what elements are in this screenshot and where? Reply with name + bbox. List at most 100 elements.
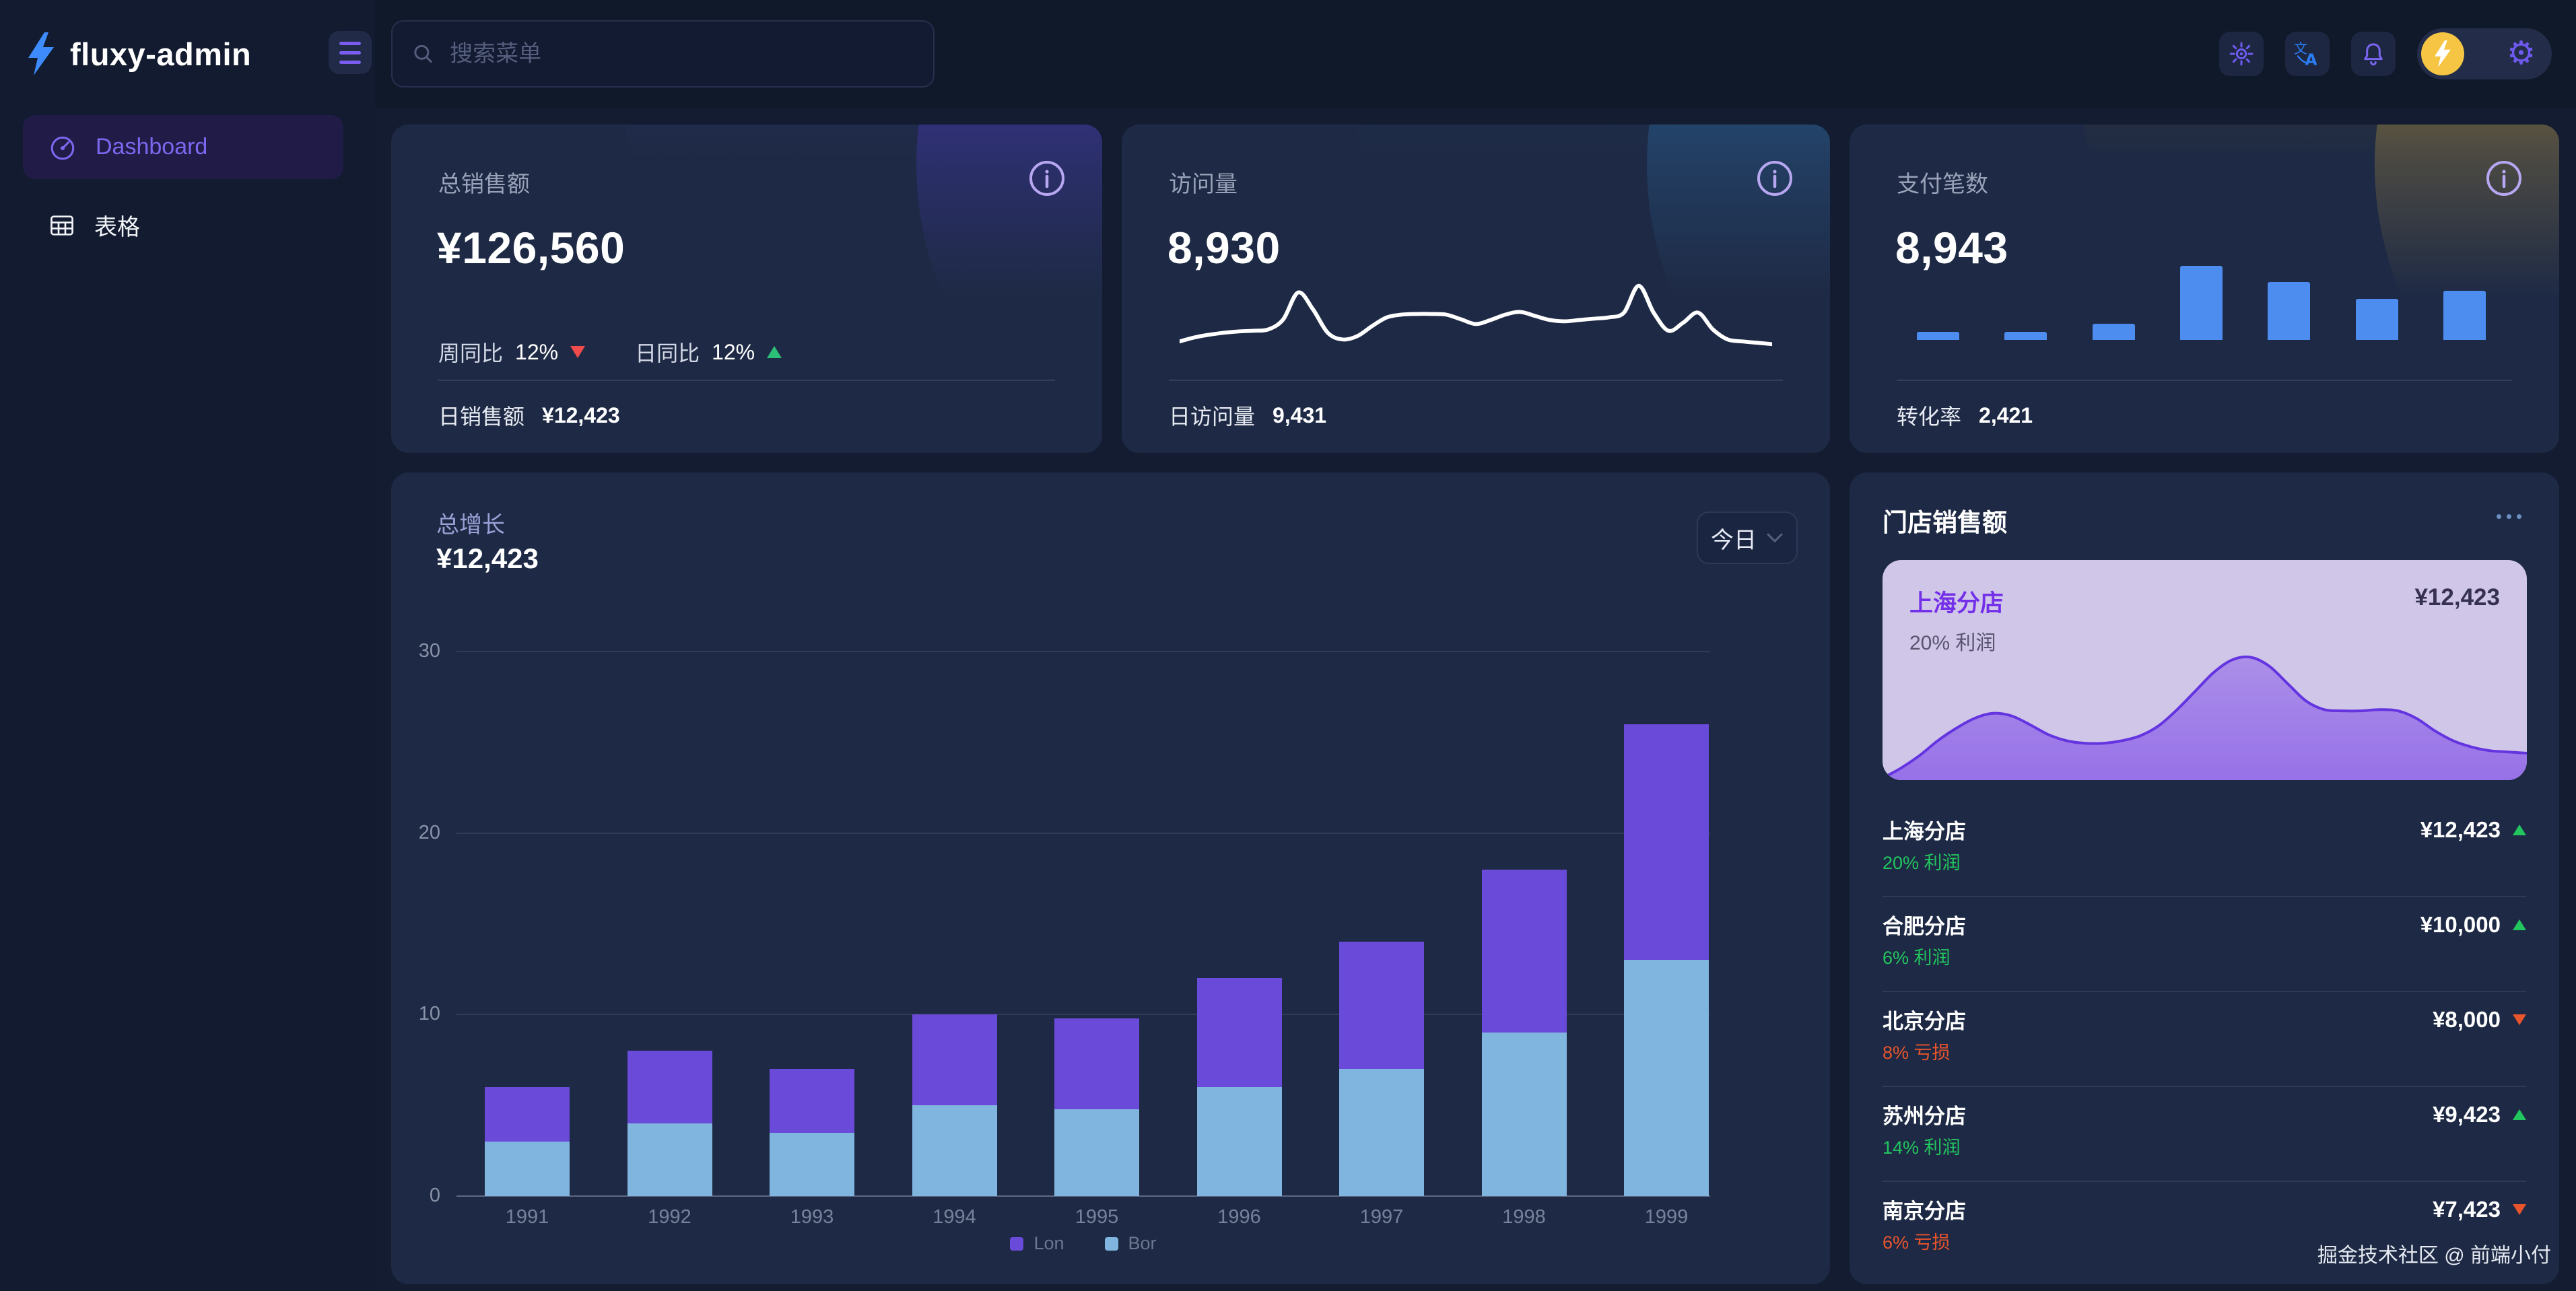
store-row-2[interactable]: 合肥分店 6% 利润 ¥10,000: [1883, 897, 2526, 992]
store-row-4[interactable]: 苏州分店 14% 利润 ¥9,423: [1883, 1087, 2526, 1182]
bar-1999-bor-segment: [1624, 960, 1709, 1196]
search-box[interactable]: [391, 20, 935, 88]
bar-1994-bor-segment: [912, 1105, 997, 1196]
store-row-1[interactable]: 上海分店 20% 利润 ¥12,423: [1883, 802, 2526, 897]
mini-bar-1: [1917, 332, 1959, 340]
bar-1995-lon-segment: [1054, 1018, 1139, 1109]
footer-value: 2,421: [1979, 403, 2033, 427]
store-name: 南京分店: [1883, 1199, 1966, 1223]
mini-bar-5: [2268, 282, 2311, 340]
language-switch-button[interactable]: 文 A: [2285, 32, 2330, 76]
legend-item-lon[interactable]: Lon: [1010, 1233, 1064, 1254]
info-icon[interactable]: [1756, 160, 1794, 199]
gridline-30: [456, 651, 1710, 652]
stat-card-visits: 访问量 8,930 日访问量 9,431: [1122, 125, 1830, 453]
mini-bar-7: [2443, 291, 2486, 340]
bar-1996-lon-segment: [1196, 978, 1282, 1088]
menu-toggle-button[interactable]: [329, 31, 372, 74]
search-input[interactable]: [450, 40, 914, 67]
trend-down-icon: [570, 346, 586, 358]
chart-title: 总增长: [436, 512, 505, 538]
settings-gear-icon[interactable]: ⚙: [2506, 36, 2536, 71]
y-axis-tick: 0: [429, 1185, 440, 1206]
stat-value: ¥126,560: [437, 223, 625, 273]
mini-bar-4: [2179, 266, 2223, 340]
stat-footer: 日访问量 9,431: [1169, 400, 1326, 431]
metric-label: 周同比: [438, 341, 504, 365]
theme-toggle-button[interactable]: [2219, 32, 2264, 76]
store-value: ¥9,423: [2433, 1102, 2501, 1127]
topbar: [0, 0, 2576, 108]
stat-value: 8,930: [1167, 223, 1281, 273]
info-icon[interactable]: [2485, 160, 2523, 199]
bar-1991-lon-segment: [485, 1087, 570, 1142]
stat-card-payments: 支付笔数 8,943 转化率 2,421: [1850, 125, 2559, 453]
legend-label: Bor: [1128, 1233, 1157, 1253]
x-axis-label: 1996: [1217, 1206, 1261, 1228]
store-sales-card: 门店销售额 上海分店 ¥12,423 20% 利润 上海分店 20% 利润 ¥12,…: [1850, 473, 2559, 1284]
trend-up-icon: [2513, 919, 2526, 930]
logo-lightning-icon: [28, 32, 54, 75]
bar-1991-bor-segment: [485, 1142, 570, 1196]
store-note: 6% 利润: [1883, 948, 1951, 968]
legend-label: Lon: [1033, 1233, 1064, 1253]
sidebar-item-table[interactable]: 表格: [23, 193, 343, 257]
svg-text:A: A: [2305, 50, 2317, 68]
user-pill[interactable]: ⚙: [2417, 28, 2552, 79]
store-list: 上海分店 20% 利润 ¥12,423 合肥分店 6% 利润 ¥10,000 北京分店 8% …: [1883, 802, 2526, 1277]
notifications-button[interactable]: [2351, 32, 2396, 76]
stat-footer: 转化率 2,421: [1897, 400, 2033, 431]
sidebar-item-dashboard[interactable]: Dashboard: [23, 115, 343, 179]
stat-value: 8,943: [1895, 223, 2008, 273]
divider: [438, 380, 1055, 381]
visits-sparkline-chart: [1180, 283, 1772, 347]
divider: [1169, 380, 1783, 381]
store-value-group: ¥12,423: [2420, 817, 2526, 843]
x-axis-label: 1995: [1075, 1206, 1119, 1228]
store-value: ¥8,000: [2433, 1007, 2501, 1032]
store-row-3[interactable]: 北京分店 8% 亏损 ¥8,000: [1883, 992, 2526, 1087]
store-name: 上海分店: [1883, 820, 1966, 843]
mini-bar-2: [2004, 332, 2047, 340]
gridline-20: [456, 832, 1710, 834]
x-axis-label: 1994: [933, 1206, 976, 1228]
trend-up-icon: [2513, 825, 2526, 835]
store-highlight-card[interactable]: 上海分店 ¥12,423 20% 利润: [1883, 560, 2527, 780]
store-row-5[interactable]: 南京分店 6% 亏损 ¥7,423: [1883, 1182, 2526, 1277]
table-icon: [50, 215, 73, 236]
bar-1995-bor-segment: [1054, 1109, 1139, 1196]
hamburger-icon: [339, 41, 361, 45]
x-axis-label: 1992: [648, 1206, 691, 1228]
legend-item-bor[interactable]: Bor: [1104, 1233, 1157, 1254]
range-label: 今日: [1711, 527, 1757, 553]
date-range-select[interactable]: 今日: [1697, 512, 1798, 564]
bar-1997-bor-segment: [1339, 1069, 1424, 1196]
bar-1996-bor-segment: [1196, 1087, 1282, 1196]
chart-legend: Lon Bor: [456, 1233, 1710, 1254]
search-icon: [414, 44, 432, 63]
bar-1997-lon-segment: [1339, 942, 1424, 1070]
store-value-group: ¥10,000: [2420, 912, 2526, 938]
translate-icon: 文 A: [2294, 41, 2317, 68]
store-name: 上海分店: [1909, 590, 2004, 617]
more-menu-icon[interactable]: [2497, 514, 2521, 519]
legend-swatch: [1010, 1236, 1024, 1251]
sidebar-item-label: 表格: [94, 215, 140, 240]
gridline-0: [456, 1195, 1710, 1197]
bar-1992-bor-segment: [627, 1123, 712, 1196]
avatar[interactable]: [2421, 32, 2464, 75]
store-value: ¥12,423: [2414, 584, 2500, 610]
footer-value: 9,431: [1273, 403, 1327, 427]
store-note: 14% 利润: [1883, 1138, 1961, 1158]
trend-up-icon: [2513, 1109, 2526, 1120]
sidebar: fluxy-admin Dashboard 表格: [0, 0, 375, 1291]
chevron-down-icon: [1767, 533, 1783, 543]
store-trend-area-chart: [1883, 655, 2527, 780]
bar-1998-bor-segment: [1481, 1033, 1567, 1196]
store-note: 8% 亏损: [1883, 1043, 1951, 1063]
store-note: 20% 利润: [1909, 632, 1996, 654]
info-icon[interactable]: [1028, 160, 1066, 199]
topbar-actions: 文 A ⚙: [2219, 28, 2552, 79]
divider: [1897, 380, 2512, 381]
metric-value: 12%: [515, 339, 559, 364]
